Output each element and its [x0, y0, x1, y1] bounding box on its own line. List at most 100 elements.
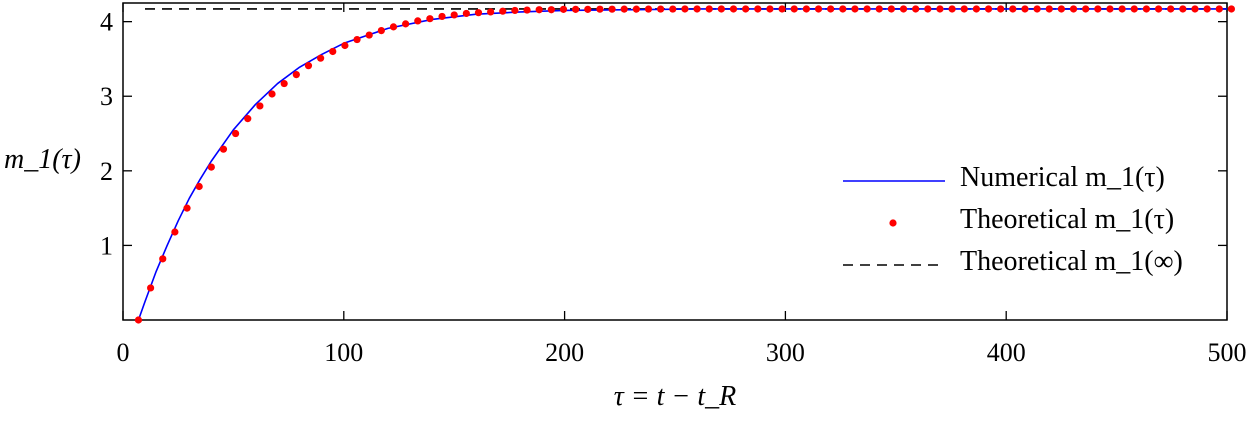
theoretical-point [644, 5, 653, 13]
legend-label-theoretical: Theoretical m_1(τ) [960, 204, 1174, 235]
theoretical-point [268, 90, 276, 98]
theoretical-point [402, 20, 410, 28]
theoretical-point [438, 12, 446, 21]
theoretical-point [572, 5, 580, 13]
theoretical-point [304, 62, 313, 70]
theoretical-point [717, 5, 725, 13]
x-axis-label: τ = t − t_R [614, 381, 736, 412]
theoretical-point [754, 5, 762, 13]
theoretical-point [1203, 5, 1211, 13]
theoretical-point [1167, 5, 1175, 13]
theoretical-point [1106, 5, 1114, 13]
plot-frame [122, 2, 1228, 321]
y-tick-label-1: 1 [100, 231, 113, 260]
theoretical-point [1094, 5, 1102, 13]
theoretical-point [814, 5, 823, 13]
theoretical-point [924, 5, 932, 13]
theoretical-point [839, 5, 847, 13]
legend-label-numerical: Numerical m_1(τ) [960, 162, 1165, 193]
theoretical-point [912, 5, 920, 13]
theoretical-point [1142, 5, 1151, 13]
legend-label-asymptote: Theoretical m_1(∞) [960, 246, 1183, 277]
theoretical-point [997, 5, 1005, 13]
theoretical-point [499, 7, 507, 15]
x-tick-label-500: 500 [1208, 338, 1247, 367]
y-tick-labels: 1 2 3 4 [100, 8, 113, 261]
theoretical-point [159, 255, 167, 263]
theoretical-point [742, 5, 750, 13]
theoretical-point [329, 47, 337, 56]
theoretical-point [414, 17, 422, 25]
theoretical-point [1130, 5, 1138, 13]
theoretical-point [972, 5, 980, 13]
theoretical-point [244, 115, 252, 123]
theoretical-point [450, 11, 458, 19]
theoretical-point [729, 5, 738, 13]
theoretical-point [669, 5, 677, 13]
theoretical-point [474, 9, 483, 17]
y-axis-label: m_1(τ) [4, 144, 81, 175]
theoretical-point [1154, 5, 1163, 13]
theoretical-point [389, 23, 398, 31]
theoretical-point [292, 71, 300, 79]
theoretical-point [195, 182, 203, 191]
theoretical-point [802, 5, 810, 13]
theoretical-point [365, 31, 373, 39]
theoretical-point [960, 5, 968, 13]
theoretical-point [657, 5, 665, 13]
theoretical-point [134, 316, 143, 324]
theoretical-point [705, 5, 713, 13]
theoretical-point [948, 5, 956, 13]
theoretical-point [1057, 5, 1065, 13]
theoretical-point [1179, 5, 1187, 13]
legend-dot-theoretical [889, 219, 897, 227]
theoretical-point [632, 5, 640, 13]
theoretical-point [584, 5, 592, 13]
theoretical-point [426, 15, 434, 23]
theoretical-point [875, 5, 883, 13]
theoretical-point [1215, 5, 1223, 13]
theoretical-point [559, 5, 568, 13]
theoretical-point [1033, 5, 1041, 13]
theoretical-point [317, 54, 325, 62]
x-tick-label-400: 400 [987, 338, 1026, 367]
theoretical-point [681, 5, 689, 13]
theoretical-point [1227, 5, 1236, 13]
theoretical-point [620, 5, 628, 13]
theoretical-point [280, 79, 288, 88]
theoretical-point [219, 145, 228, 153]
x-tick-label-0: 0 [117, 338, 130, 367]
theoretical-point [608, 5, 616, 13]
y-tick-label-3: 3 [100, 82, 113, 111]
theoretical-point [766, 5, 774, 13]
theoretical-point [984, 5, 993, 13]
legend: Numerical m_1(τ) Theoretical m_1(τ) Theo… [843, 162, 1183, 277]
theoretical-point [1069, 5, 1078, 13]
theoretical-point [462, 9, 470, 18]
theoretical-point [341, 41, 349, 50]
theoretical-point [1021, 5, 1029, 13]
x-tick-label-200: 200 [545, 338, 584, 367]
theoretical-point [147, 284, 155, 292]
theoretical-point [827, 5, 835, 13]
y-tick-label-2: 2 [100, 157, 113, 186]
theoretical-point [535, 6, 543, 14]
theoretical-point [1082, 5, 1090, 13]
theoretical-point [353, 35, 361, 44]
x-tick-label-100: 100 [324, 338, 363, 367]
x-tick-labels: 0 100 200 300 400 500 [117, 338, 1247, 367]
theoretical-point [171, 228, 179, 236]
theoretical-point [693, 5, 701, 13]
theoretical-point [1118, 5, 1126, 13]
theoretical-point [487, 8, 495, 16]
theoretical-point [887, 5, 895, 13]
theoretical-point [851, 5, 859, 13]
theoretical-point [547, 6, 555, 14]
theoretical-point [207, 163, 215, 171]
theoretical-point [596, 5, 604, 13]
y-tick-label-4: 4 [100, 8, 113, 37]
theoretical-point [256, 102, 264, 110]
theoretical-point [232, 129, 240, 138]
theoretical-point [863, 5, 871, 13]
